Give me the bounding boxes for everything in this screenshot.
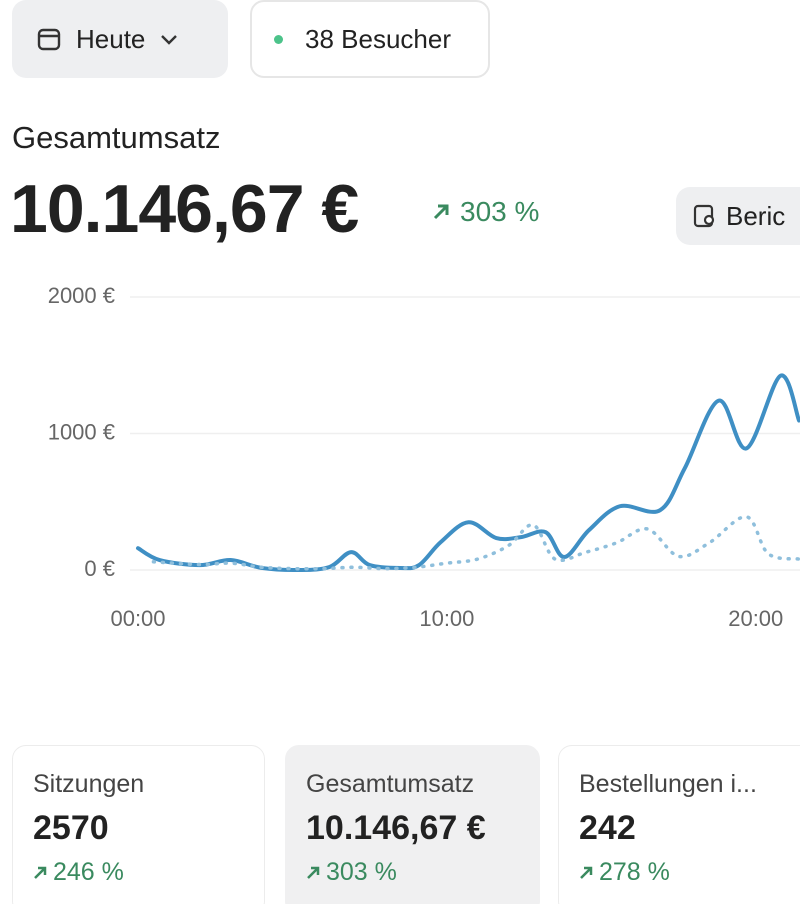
date-label: Heute bbox=[76, 23, 146, 54]
chart: 0 € 1000 € 2000 € 00:00 10:00 20:00 bbox=[48, 283, 800, 631]
up-arrow bbox=[433, 204, 449, 220]
x-tick-label: 20:00 bbox=[728, 606, 783, 631]
card-value: 2570 bbox=[33, 809, 109, 847]
series-line bbox=[136, 373, 800, 573]
card-label: Sitzungen bbox=[33, 770, 145, 798]
y-tick-label: 0 € bbox=[84, 556, 115, 581]
visitors-button[interactable]: 38 Besucher bbox=[250, 0, 490, 78]
x-tick-label: 00:00 bbox=[110, 606, 165, 631]
report-label: Beric bbox=[726, 200, 786, 231]
change-text: 278 % bbox=[599, 858, 670, 886]
summary-title: Gesamtumsatz bbox=[12, 120, 221, 155]
card[interactable]: Bestellungen i... 242 278 % bbox=[558, 745, 800, 904]
card-value: 10.146,67 € bbox=[306, 809, 486, 847]
calendar-icon bbox=[37, 28, 61, 51]
chevron bbox=[161, 35, 178, 45]
card[interactable]: Sitzungen 2570 246 % bbox=[12, 745, 265, 904]
x-tick-label: 10:00 bbox=[419, 606, 474, 631]
up-arrow bbox=[307, 866, 320, 879]
live-dot bbox=[274, 34, 283, 44]
card-change: 246 % bbox=[33, 858, 264, 887]
y-tick-label: 1000 € bbox=[48, 419, 115, 444]
summary-change: 303 % bbox=[430, 196, 539, 228]
y-tick-label: 2000 € bbox=[48, 283, 115, 308]
card-change: 278 % bbox=[579, 858, 800, 887]
report-button[interactable]: Beric bbox=[676, 187, 800, 245]
change-text: 303 % bbox=[460, 196, 540, 227]
change-text: 303 % bbox=[326, 858, 397, 886]
date-button[interactable]: Heute bbox=[12, 0, 228, 78]
summary-value: 10.146,67 € bbox=[10, 171, 359, 247]
card-label: Gesamtumsatz bbox=[306, 770, 475, 798]
report-icon bbox=[693, 204, 715, 228]
visitors-label: 38 Besucher bbox=[305, 23, 451, 54]
series-line bbox=[151, 515, 800, 571]
up-arrow bbox=[34, 866, 47, 879]
up-arrow bbox=[580, 866, 593, 879]
card-label: Bestellungen i... bbox=[579, 770, 757, 798]
card-value: 242 bbox=[579, 809, 636, 847]
change-text: 246 % bbox=[53, 858, 124, 886]
card[interactable]: Gesamtumsatz 10.146,67 € 303 % bbox=[285, 745, 540, 904]
card-change: 303 % bbox=[306, 858, 539, 887]
